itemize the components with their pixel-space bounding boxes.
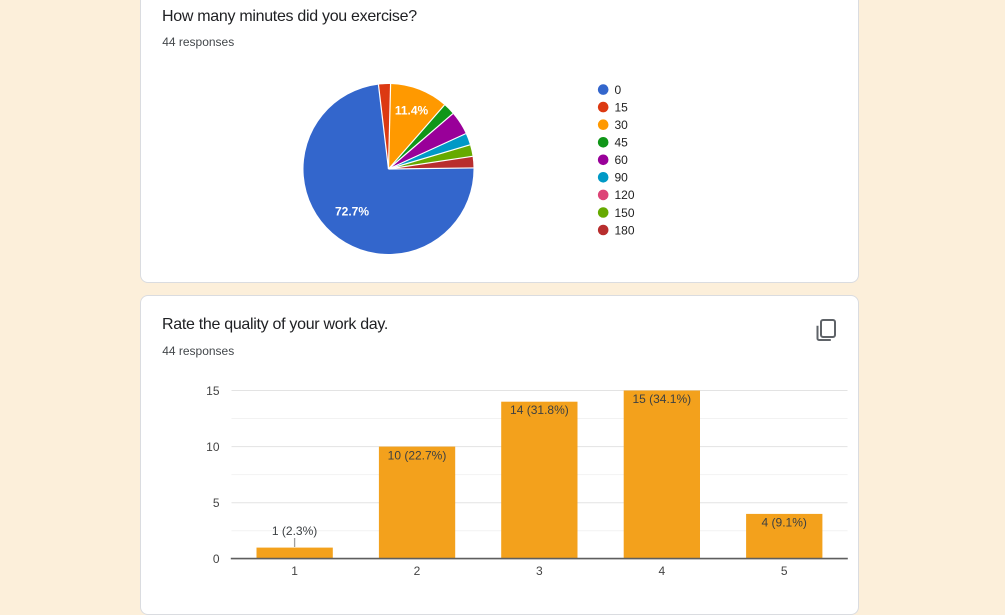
- svg-text:5: 5: [781, 564, 788, 578]
- svg-text:180: 180: [615, 223, 635, 237]
- svg-text:15: 15: [206, 384, 220, 398]
- svg-text:10: 10: [206, 440, 220, 454]
- svg-text:11.4%: 11.4%: [395, 103, 429, 117]
- svg-text:4 (9.1%): 4 (9.1%): [762, 515, 807, 529]
- svg-text:0: 0: [615, 83, 622, 97]
- svg-text:0: 0: [213, 552, 220, 566]
- svg-text:4: 4: [658, 564, 665, 578]
- svg-text:15: 15: [615, 100, 629, 114]
- svg-text:120: 120: [615, 188, 635, 202]
- svg-text:30: 30: [615, 118, 629, 132]
- svg-text:1: 1: [291, 564, 298, 578]
- svg-text:1 (2.3%): 1 (2.3%): [272, 524, 317, 538]
- svg-text:60: 60: [615, 153, 629, 167]
- svg-text:14 (31.8%): 14 (31.8%): [510, 403, 569, 417]
- svg-text:15 (34.1%): 15 (34.1%): [632, 392, 691, 406]
- svg-text:3: 3: [536, 564, 543, 578]
- svg-text:2: 2: [414, 564, 421, 578]
- svg-text:150: 150: [615, 206, 635, 220]
- svg-text:72.7%: 72.7%: [335, 204, 369, 218]
- svg-text:5: 5: [213, 496, 220, 510]
- svg-text:45: 45: [615, 136, 629, 150]
- svg-text:10 (22.7%): 10 (22.7%): [388, 448, 447, 462]
- svg-text:90: 90: [615, 171, 629, 185]
